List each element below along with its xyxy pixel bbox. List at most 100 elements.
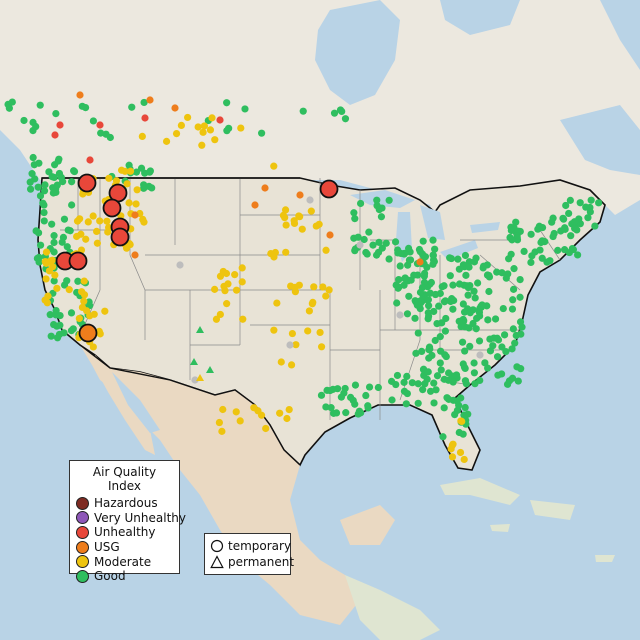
site-marker-good[interactable] <box>63 277 71 285</box>
site-marker-good[interactable] <box>494 371 502 379</box>
site-marker-good[interactable] <box>351 381 360 389</box>
site-marker-good[interactable] <box>34 183 42 191</box>
site-marker-good[interactable] <box>478 301 486 309</box>
site-marker-moderate[interactable] <box>206 126 215 134</box>
site-marker-good[interactable] <box>516 318 525 326</box>
site-marker-good[interactable] <box>35 258 43 266</box>
site-marker-good[interactable] <box>402 400 410 408</box>
site-marker-good[interactable] <box>364 402 372 410</box>
site-marker-good[interactable] <box>571 218 579 226</box>
site-marker-good[interactable] <box>429 260 437 268</box>
site-marker-good[interactable] <box>470 258 479 266</box>
site-marker-good[interactable] <box>576 199 584 207</box>
site-marker-good[interactable] <box>464 291 472 299</box>
site-marker-good[interactable] <box>479 264 487 272</box>
site-marker-moderate[interactable] <box>41 296 49 304</box>
site-marker-good[interactable] <box>460 363 469 371</box>
site-marker-good[interactable] <box>465 263 473 271</box>
site-marker-good[interactable] <box>433 372 442 380</box>
site-marker-good[interactable] <box>26 178 34 186</box>
site-marker-good[interactable] <box>330 109 339 117</box>
site-marker-moderate[interactable] <box>194 123 202 131</box>
site-marker-moderate[interactable] <box>95 327 103 335</box>
site-marker-good[interactable] <box>50 238 58 247</box>
site-marker-none[interactable] <box>286 341 294 349</box>
site-marker-good[interactable] <box>74 277 82 285</box>
site-marker-moderate[interactable] <box>208 114 216 122</box>
site-marker-usg[interactable] <box>296 191 304 199</box>
site-marker-good[interactable] <box>317 391 326 399</box>
site-marker-good[interactable] <box>424 368 432 376</box>
site-marker-good[interactable] <box>449 396 457 404</box>
site-marker-good[interactable] <box>70 167 79 176</box>
site-marker-good[interactable] <box>470 369 478 377</box>
site-marker-moderate[interactable] <box>140 218 148 226</box>
site-marker-good[interactable] <box>346 393 355 402</box>
site-marker-good[interactable] <box>299 107 307 115</box>
site-marker-good[interactable] <box>241 105 249 113</box>
site-marker-none[interactable] <box>356 241 364 249</box>
site-marker-moderate[interactable] <box>78 288 86 296</box>
site-marker-usg[interactable] <box>131 251 139 259</box>
site-marker-good[interactable] <box>469 319 477 328</box>
site-marker-moderate[interactable] <box>448 453 457 461</box>
site-marker-good[interactable] <box>470 287 478 295</box>
site-marker-moderate[interactable] <box>80 277 88 285</box>
site-marker-good[interactable] <box>405 292 413 300</box>
site-marker-moderate[interactable] <box>273 299 281 307</box>
site-marker-good[interactable] <box>444 369 453 377</box>
site-marker-good[interactable] <box>449 305 457 313</box>
site-marker-good[interactable] <box>466 309 474 317</box>
site-marker-good[interactable] <box>32 227 40 235</box>
site-marker-moderate[interactable] <box>322 246 330 254</box>
site-marker-moderate[interactable] <box>184 113 192 122</box>
site-marker-none[interactable] <box>476 351 484 359</box>
site-marker-good[interactable] <box>429 236 437 244</box>
site-marker-unhealthy[interactable] <box>96 121 104 129</box>
site-marker-moderate[interactable] <box>305 307 313 315</box>
site-marker-good[interactable] <box>326 386 334 395</box>
site-marker-moderate[interactable] <box>48 256 56 264</box>
site-marker-good[interactable] <box>50 173 58 182</box>
site-marker-good[interactable] <box>26 185 35 193</box>
site-marker-good[interactable] <box>431 245 439 253</box>
site-marker-unhealthy[interactable] <box>216 116 224 124</box>
site-marker-good[interactable] <box>375 238 383 246</box>
site-marker-good[interactable] <box>55 169 64 178</box>
site-marker-good[interactable] <box>337 393 345 401</box>
site-marker-good[interactable] <box>351 215 359 223</box>
site-marker-good[interactable] <box>354 233 362 241</box>
site-marker-good[interactable] <box>514 377 522 385</box>
site-marker-good[interactable] <box>68 201 76 209</box>
site-marker-good[interactable] <box>507 250 515 258</box>
site-marker-good[interactable] <box>493 353 502 361</box>
site-marker-good[interactable] <box>502 274 510 282</box>
site-marker-good[interactable] <box>40 217 48 225</box>
site-marker-good[interactable] <box>53 181 61 189</box>
site-marker-good[interactable] <box>569 245 578 254</box>
site-marker-good[interactable] <box>560 215 568 223</box>
site-marker-moderate[interactable] <box>315 220 323 228</box>
site-marker-good[interactable] <box>106 133 114 142</box>
site-marker-good[interactable] <box>461 403 469 412</box>
site-marker-good[interactable] <box>356 199 365 208</box>
site-marker-moderate[interactable] <box>310 283 318 291</box>
permanent-site-good[interactable] <box>206 366 214 373</box>
permanent-site-good[interactable] <box>196 326 204 333</box>
site-marker-good[interactable] <box>554 246 562 254</box>
site-marker-good[interactable] <box>438 319 446 327</box>
site-marker-good[interactable] <box>81 103 90 112</box>
site-marker-moderate[interactable] <box>239 315 247 323</box>
site-marker-moderate[interactable] <box>76 215 84 223</box>
site-marker-moderate[interactable] <box>103 217 111 225</box>
site-marker-good[interactable] <box>414 329 422 337</box>
site-marker-good[interactable] <box>52 109 60 118</box>
site-marker-moderate[interactable] <box>73 232 81 241</box>
site-marker-moderate[interactable] <box>285 406 293 414</box>
site-marker-good[interactable] <box>413 301 421 309</box>
site-marker-good[interactable] <box>485 273 494 281</box>
site-marker-good[interactable] <box>363 250 371 258</box>
site-marker-good[interactable] <box>455 280 464 288</box>
site-marker-good[interactable] <box>60 215 69 223</box>
site-marker-good[interactable] <box>32 122 40 131</box>
